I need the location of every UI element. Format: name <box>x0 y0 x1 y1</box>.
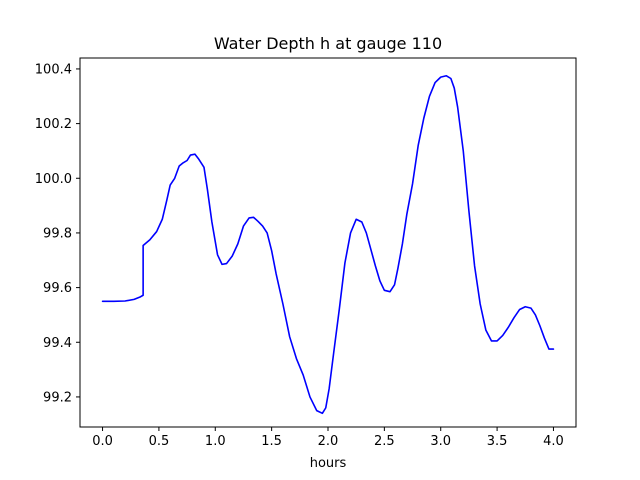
chart-title: Water Depth h at gauge 110 <box>214 34 442 53</box>
y-tick-label: 100.4 <box>35 62 72 77</box>
y-tick-label: 99.2 <box>43 390 72 405</box>
y-tick-label: 99.4 <box>43 336 72 351</box>
x-tick-label: 3.5 <box>487 434 508 449</box>
series-layer <box>101 74 555 415</box>
x-tick-label: 2.0 <box>318 434 339 449</box>
x-tick-label: 0.0 <box>92 434 113 449</box>
y-tick-label: 100.0 <box>35 172 72 187</box>
x-axis-ticks: 0.0 0.5 1.0 1.5 2.0 2.5 3.0 3.5 4.0 <box>92 427 564 449</box>
x-axis-label: hours <box>310 456 347 471</box>
x-tick-label: 0.5 <box>149 434 170 449</box>
x-tick-label: 4.0 <box>543 434 564 449</box>
y-tick-label: 100.2 <box>35 117 72 132</box>
plot-frame <box>79 57 577 428</box>
y-tick-label: 99.8 <box>43 226 72 241</box>
y-axis-ticks: 99.2 99.4 99.6 99.8 100.0 100.2 100.4 <box>35 62 80 405</box>
x-tick-label: 3.0 <box>430 434 451 449</box>
series-line <box>101 74 555 415</box>
y-tick-label: 99.6 <box>43 281 72 296</box>
x-tick-label: 1.0 <box>205 434 226 449</box>
x-tick-label: 2.5 <box>374 434 395 449</box>
x-tick-label: 1.5 <box>261 434 282 449</box>
